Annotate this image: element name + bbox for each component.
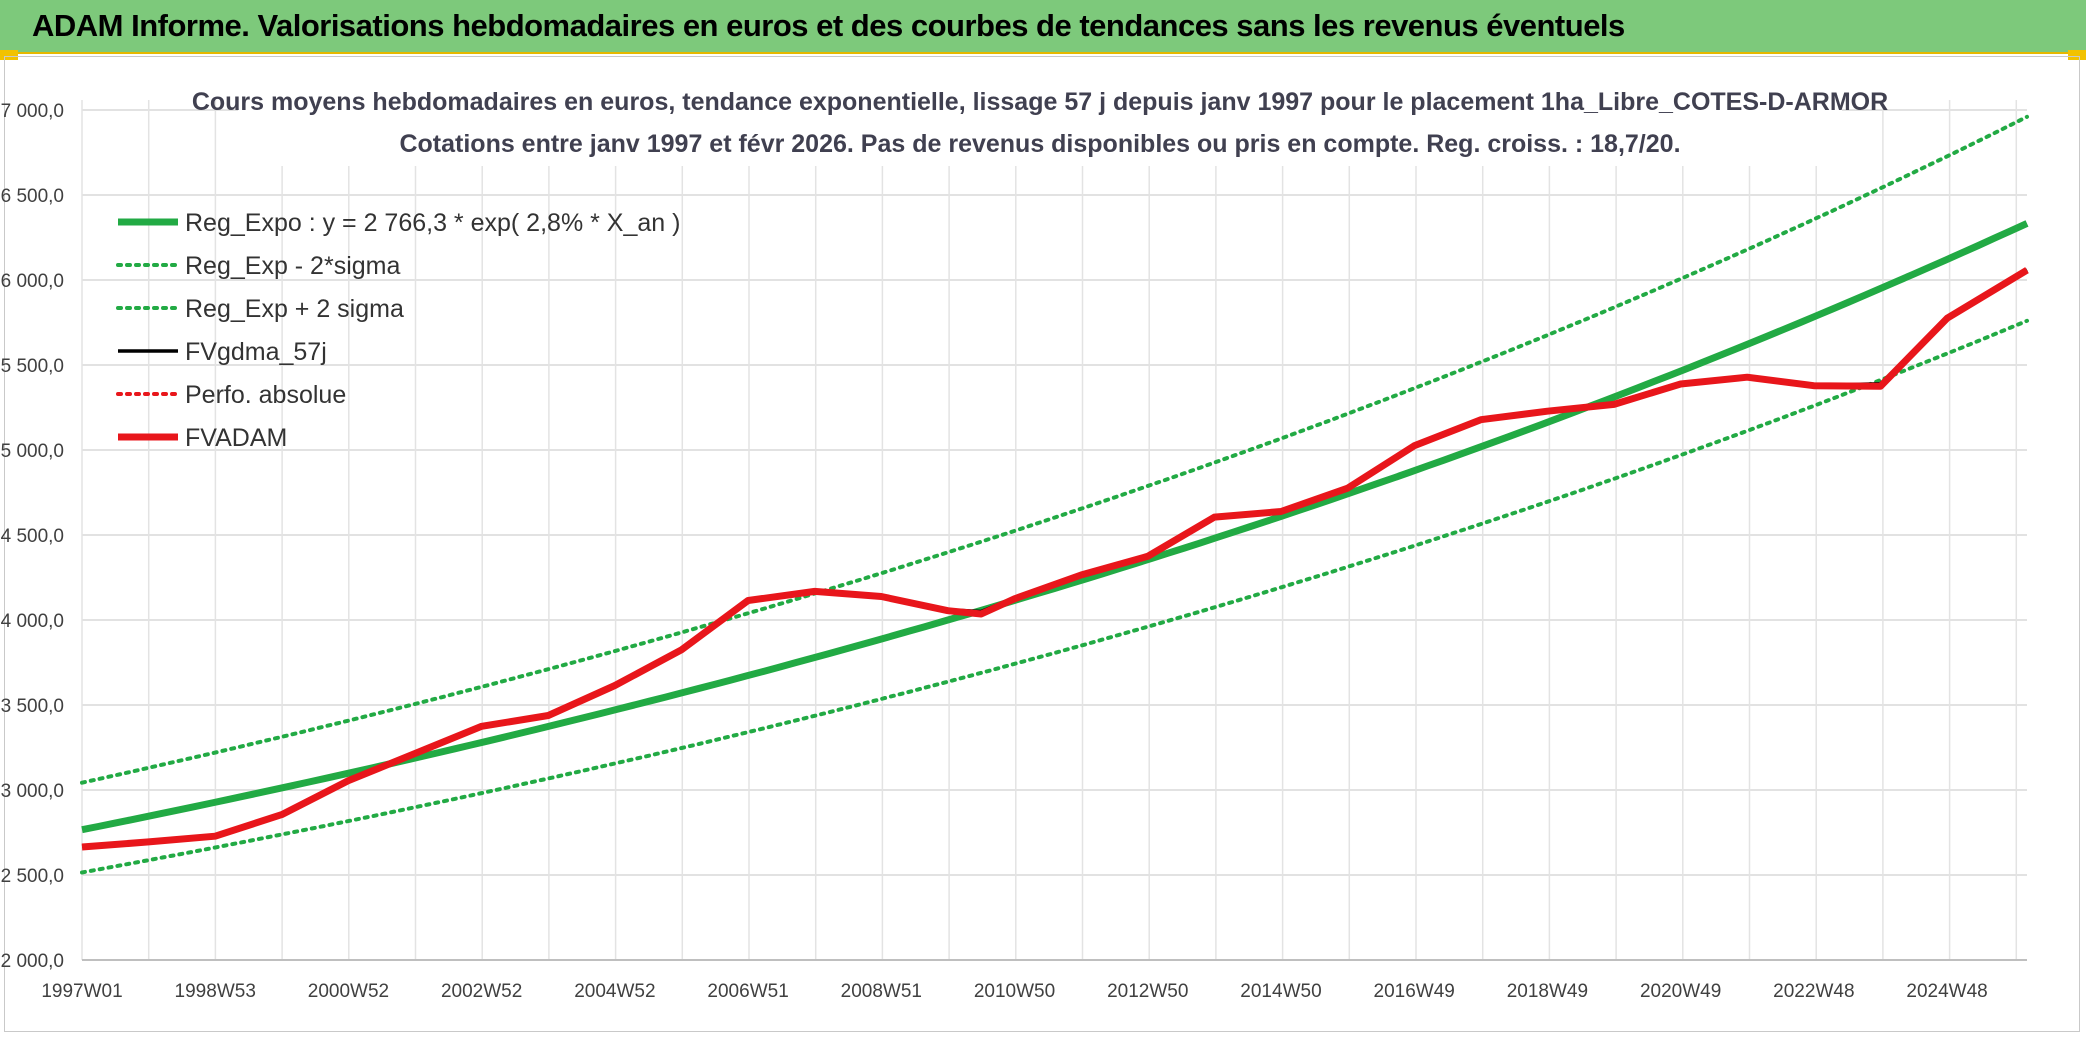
legend-label-5: FVADAM [185, 424, 287, 452]
corner-mark-left [0, 50, 18, 60]
series-line-5 [81, 267, 2029, 851]
chart-title-background [238, 80, 1842, 166]
x-tick-label: 1997W01 [41, 981, 122, 1002]
x-tick-label: 2020W49 [1640, 981, 1721, 1002]
x-tick-label: 2018W49 [1507, 981, 1588, 1002]
x-tick-label: 2006W51 [707, 981, 788, 1002]
x-axis-ticks: 1997W01 1998W53 2000W52 2002W52 2004W52 2006W… [41, 981, 1987, 1002]
y-tick-label: 3 500,0 [1, 696, 64, 717]
chart-frame [4, 56, 2080, 1032]
y-tick-label: 5 000,0 [1, 441, 64, 462]
chart-title: Cours moyens hebdomadaires en euros, ten… [192, 88, 1888, 116]
chart-legend: Reg_Expo : y = 2 766,3 * exp( 2,8% * X_a… [116, 209, 680, 452]
x-tick-label: 2002W52 [441, 981, 522, 1002]
series-layer [80, 114, 2029, 875]
series-line-2 [80, 114, 2029, 785]
chart-subtitle: Cotations entre janv 1997 et févr 2026. … [399, 130, 1680, 158]
y-tick-label: 6 500,0 [1, 186, 64, 207]
y-tick-label: 7 000,0 [1, 101, 64, 122]
series-line-1 [80, 318, 2029, 875]
y-tick-label: 4 000,0 [1, 611, 64, 632]
series-line-3 [81, 268, 2028, 848]
x-tick-label: 2010W50 [974, 981, 1055, 1002]
y-tick-label: 2 000,0 [1, 951, 64, 972]
y-tick-label: 3 000,0 [1, 781, 64, 802]
x-tick-label: 2016W49 [1374, 981, 1455, 1002]
x-tick-label: 2022W48 [1773, 981, 1854, 1002]
x-tick-label: 2014W50 [1240, 981, 1321, 1002]
x-tick-label: 2004W52 [574, 981, 655, 1002]
legend-label-0: Reg_Expo : y = 2 766,3 * exp( 2,8% * X_a… [185, 209, 680, 237]
y-tick-label: 2 500,0 [1, 866, 64, 887]
x-tick-label: 2012W50 [1107, 981, 1188, 1002]
y-tick-label: 4 500,0 [1, 526, 64, 547]
x-tick-label: 2000W52 [308, 981, 389, 1002]
corner-mark-right [2068, 50, 2086, 60]
grid-lines [81, 100, 2027, 961]
report-title: ADAM Informe. Valorisations hebdomadaire… [32, 8, 1625, 43]
y-tick-label: 6 000,0 [1, 271, 64, 292]
legend-label-3: FVgdma_57j [185, 338, 327, 366]
y-tick-label: 5 500,0 [1, 356, 64, 377]
x-tick-label: 1998W53 [175, 981, 256, 1002]
y-axis-ticks: 2 000,0 2 500,0 3 000,0 3 500,0 4 000,0 4 500… [1, 101, 64, 972]
x-tick-label: 2024W48 [1906, 981, 1987, 1002]
x-tick-label: 2008W51 [841, 981, 922, 1002]
legend-label-2: Reg_Exp + 2 sigma [185, 295, 404, 323]
legend-label-4: Perfo. absolue [185, 381, 346, 409]
chart-title-group: Cours moyens hebdomadaires en euros, ten… [192, 80, 1888, 166]
report-banner: ADAM Informe. Valorisations hebdomadaire… [0, 0, 2086, 54]
legend-label-1: Reg_Exp - 2*sigma [185, 252, 400, 280]
